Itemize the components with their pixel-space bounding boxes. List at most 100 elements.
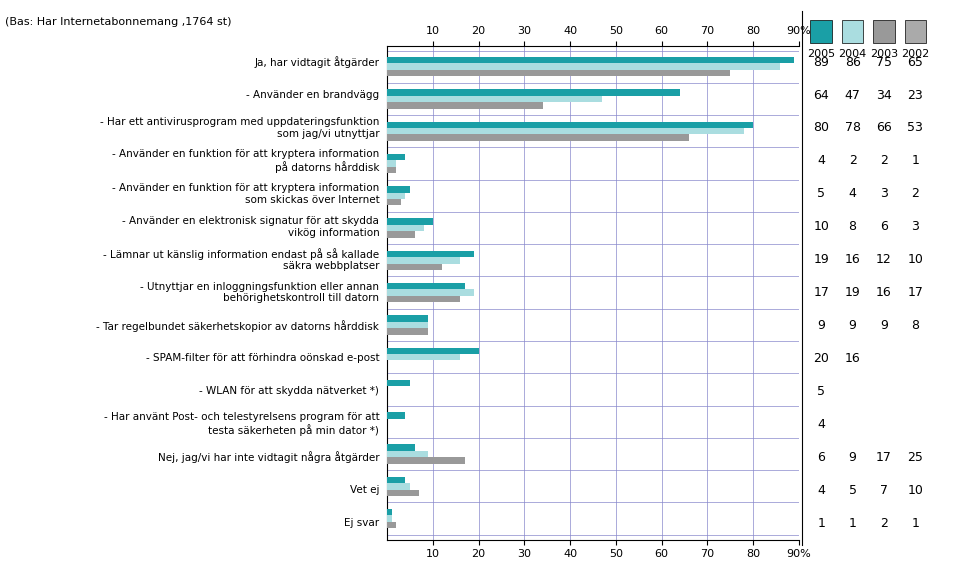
Text: 5: 5 bbox=[817, 187, 825, 200]
Text: 3: 3 bbox=[911, 220, 919, 234]
Text: 19: 19 bbox=[813, 253, 829, 266]
Bar bbox=[387, 192, 406, 199]
Text: 19: 19 bbox=[845, 286, 860, 299]
Text: 17: 17 bbox=[813, 286, 829, 299]
Text: 4: 4 bbox=[817, 418, 825, 431]
Text: 80: 80 bbox=[813, 122, 829, 135]
Bar bbox=[387, 89, 680, 96]
Bar bbox=[387, 154, 406, 160]
Text: 4: 4 bbox=[817, 154, 825, 167]
Text: 2: 2 bbox=[911, 187, 919, 200]
Text: 10: 10 bbox=[907, 253, 923, 266]
Bar bbox=[387, 186, 410, 192]
Bar bbox=[387, 321, 428, 328]
Text: 64: 64 bbox=[813, 89, 829, 102]
Text: 2002: 2002 bbox=[902, 49, 929, 59]
Bar bbox=[387, 160, 396, 167]
Bar bbox=[387, 354, 461, 360]
Text: Nej, jag/vi har inte vidtagit några åtgärder: Nej, jag/vi har inte vidtagit några åtgä… bbox=[158, 451, 379, 463]
Text: 2: 2 bbox=[880, 154, 888, 167]
Text: (Bas: Har Internetabonnemang ,1764 st): (Bas: Har Internetabonnemang ,1764 st) bbox=[5, 17, 231, 27]
Text: 8: 8 bbox=[911, 319, 919, 332]
Text: 86: 86 bbox=[845, 55, 860, 69]
Text: 20: 20 bbox=[813, 352, 829, 365]
Text: 1: 1 bbox=[911, 517, 919, 530]
Text: - Lämnar ut känslig information endast på så kallade
säkra webbplatser: - Lämnar ut känslig information endast p… bbox=[103, 248, 379, 271]
Text: 2004: 2004 bbox=[839, 49, 866, 59]
Bar bbox=[387, 483, 410, 489]
Text: 89: 89 bbox=[813, 55, 829, 69]
Bar bbox=[387, 231, 415, 238]
Text: 65: 65 bbox=[907, 55, 923, 69]
Text: 34: 34 bbox=[876, 89, 892, 102]
Bar bbox=[387, 102, 543, 108]
Text: 9: 9 bbox=[849, 451, 857, 464]
Text: - Tar regelbundet säkerhetskopior av datorns hårddisk: - Tar regelbundet säkerhetskopior av dat… bbox=[96, 320, 379, 332]
Bar bbox=[387, 251, 474, 257]
Text: - Har använt Post- och telestyrelsens program för att
testa säkerheten på min da: - Har använt Post- och telestyrelsens pr… bbox=[104, 412, 379, 436]
Bar bbox=[387, 348, 478, 354]
Text: 9: 9 bbox=[880, 319, 888, 332]
Bar bbox=[387, 489, 419, 496]
Text: 75: 75 bbox=[876, 55, 892, 69]
Bar bbox=[387, 63, 780, 70]
Text: 17: 17 bbox=[907, 286, 923, 299]
Bar bbox=[387, 122, 753, 128]
Bar bbox=[387, 477, 406, 483]
Text: 1: 1 bbox=[817, 517, 825, 530]
Bar bbox=[387, 57, 794, 63]
Text: 6: 6 bbox=[880, 220, 888, 234]
Text: 10: 10 bbox=[813, 220, 829, 234]
Text: 10: 10 bbox=[907, 484, 923, 497]
Bar bbox=[387, 289, 474, 296]
Text: - Använder en elektronisk signatur för att skydda
vikög information: - Använder en elektronisk signatur för a… bbox=[122, 216, 379, 238]
Bar bbox=[387, 315, 428, 321]
Text: 7: 7 bbox=[880, 484, 888, 497]
Bar bbox=[387, 128, 744, 134]
Bar bbox=[387, 70, 730, 77]
Bar bbox=[387, 96, 602, 102]
Text: 2: 2 bbox=[880, 517, 888, 530]
Bar bbox=[387, 225, 423, 231]
Text: - Använder en funktion för att kryptera information
på datorns hårddisk: - Använder en funktion för att kryptera … bbox=[112, 149, 379, 173]
Bar bbox=[387, 328, 428, 335]
Bar bbox=[387, 218, 433, 225]
Bar bbox=[387, 257, 461, 264]
Bar bbox=[387, 296, 461, 302]
Text: Vet ej: Vet ej bbox=[350, 485, 379, 495]
Text: 16: 16 bbox=[845, 352, 860, 365]
Text: - Använder en brandvägg: - Använder en brandvägg bbox=[246, 90, 379, 100]
Text: 1: 1 bbox=[911, 154, 919, 167]
Text: 3: 3 bbox=[880, 187, 888, 200]
Text: - SPAM-filter för att förhindra oönskad e-post: - SPAM-filter för att förhindra oönskad … bbox=[146, 353, 379, 364]
Text: 53: 53 bbox=[907, 122, 923, 135]
Bar bbox=[387, 199, 401, 206]
Text: 16: 16 bbox=[845, 253, 860, 266]
Text: - WLAN för att skydda nätverket *): - WLAN för att skydda nätverket *) bbox=[199, 387, 379, 396]
Bar bbox=[387, 412, 406, 419]
Text: 9: 9 bbox=[849, 319, 857, 332]
Text: 2003: 2003 bbox=[870, 49, 898, 59]
Text: 2: 2 bbox=[849, 154, 857, 167]
Bar bbox=[387, 264, 442, 270]
Text: 25: 25 bbox=[907, 451, 923, 464]
Bar bbox=[387, 444, 415, 451]
Text: 6: 6 bbox=[817, 451, 825, 464]
Text: 23: 23 bbox=[907, 89, 923, 102]
Bar bbox=[387, 509, 392, 516]
Text: - Utnyttjar en inloggningsfunktion eller annan
behörighetskontroll till datorn: - Utnyttjar en inloggningsfunktion eller… bbox=[140, 282, 379, 303]
Text: 4: 4 bbox=[849, 187, 857, 200]
Text: 66: 66 bbox=[876, 122, 892, 135]
Text: Ej svar: Ej svar bbox=[344, 518, 379, 528]
Text: 9: 9 bbox=[817, 319, 825, 332]
Bar bbox=[387, 167, 396, 173]
Bar bbox=[387, 283, 465, 289]
Text: 78: 78 bbox=[845, 122, 860, 135]
Bar bbox=[387, 380, 410, 386]
Text: 5: 5 bbox=[817, 385, 825, 398]
Text: 2005: 2005 bbox=[808, 49, 835, 59]
Bar bbox=[387, 457, 465, 464]
Bar bbox=[387, 134, 689, 141]
Text: 8: 8 bbox=[849, 220, 857, 234]
Text: 4: 4 bbox=[817, 484, 825, 497]
